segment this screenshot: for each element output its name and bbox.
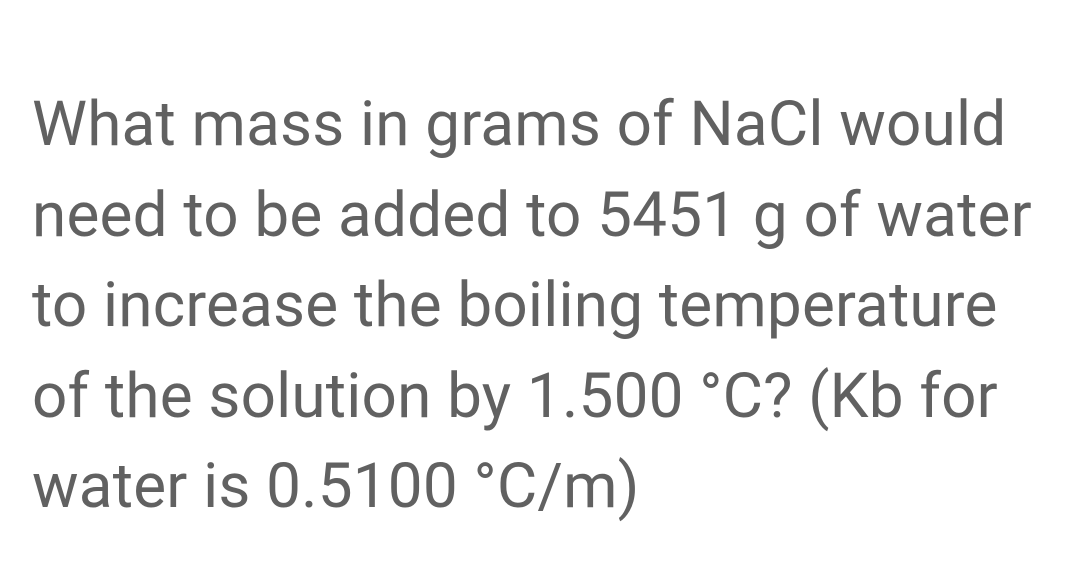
question-container: What mass in grams of NaCl would need to… xyxy=(0,0,1080,584)
question-text: What mass in grams of NaCl would need to… xyxy=(32,80,1048,533)
